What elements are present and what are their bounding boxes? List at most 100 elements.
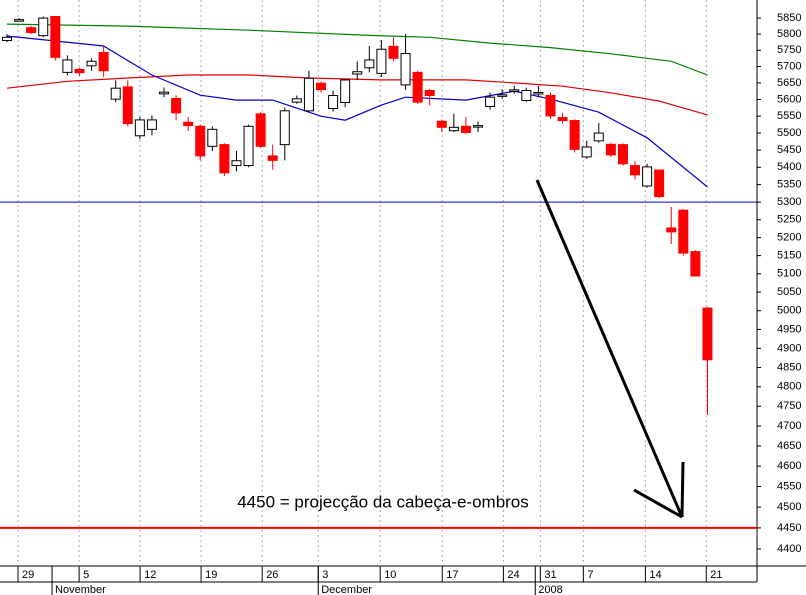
candle-body [557,117,568,122]
candle-body [195,125,206,157]
x-tick-label: 21 [710,569,722,581]
candle-body [617,144,628,165]
candle-body [267,155,278,161]
candle-body [231,160,242,167]
candle-body [50,15,61,58]
month-label: 2008 [538,584,562,595]
y-tick-label: 4500 [777,501,801,513]
grid-layer: 4400 4450 4500 4550 4600 4650 4700 4750 4800 4850… [17,0,801,595]
candle-body [159,91,170,95]
candle-body [207,128,218,147]
y-tick-label: 5700 [777,60,801,72]
y-tick-label: 5100 [777,268,801,280]
candle-body [630,165,641,176]
candle-body [352,71,363,75]
month-label: December [321,584,372,595]
y-tick-label: 5600 [777,93,801,105]
candle-body [303,77,314,112]
candle-body [122,86,133,125]
arrow-head [680,461,685,518]
candle-body [291,98,302,103]
y-tick-label: 4800 [777,381,801,393]
candle-body [436,120,447,128]
y-tick-label: 5850 [777,12,801,24]
y-tick-label: 4900 [777,342,801,354]
candle-body [328,94,339,109]
candle-body [642,166,653,187]
candle-body [678,209,689,254]
x-tick-label: 31 [544,569,556,581]
y-tick-label: 5300 [777,196,801,208]
candle-body [74,68,85,74]
moving-average [6,35,708,188]
y-tick-label: 4850 [777,361,801,373]
arrow [535,179,685,519]
candle-body [38,17,49,37]
candle-body [26,27,37,33]
x-tick-label: 10 [384,569,396,581]
x-tick-label: 12 [144,569,156,581]
candle-body [533,92,544,95]
y-tick-label: 4700 [777,420,801,432]
x-tick-label: 17 [446,569,458,581]
candle-body [146,119,157,130]
candle-body [521,90,532,101]
candle-body [593,132,604,142]
y-tick-label: 5750 [777,44,801,56]
candle-body [400,52,411,86]
y-tick-label: 4750 [777,400,801,412]
month-label: November [55,584,106,595]
candle-body [110,87,121,100]
candle-body [545,94,556,117]
candle-body [219,144,230,174]
y-tick-label: 5650 [777,77,801,89]
candle-body [509,89,520,92]
candle-body [279,110,290,146]
candle-body [376,48,387,74]
x-tick-label: 14 [649,569,661,581]
candle-body [316,82,327,91]
candle-body [497,94,508,97]
candle-body [605,143,616,156]
candle-body [412,71,423,103]
arrow-shaft [535,179,684,518]
candle-body [581,146,592,158]
moving-average [6,23,708,76]
y-tick-label: 5550 [777,110,801,122]
y-tick-label: 4600 [777,460,801,472]
candle-body [460,125,471,133]
y-tick-label: 5250 [777,214,801,226]
candle-body [424,90,435,96]
y-tick-label: 4650 [777,440,801,452]
y-tick-label: 4450 [777,522,801,534]
candle-body [666,227,677,233]
candle-body [171,97,182,114]
candle-body [14,19,25,22]
candle-body [702,307,713,361]
y-tick-label: 5150 [777,250,801,262]
candle-body [86,60,97,67]
candle-body [448,126,459,132]
candle-body [62,59,73,73]
candle-body [255,113,266,147]
candle-body [243,125,254,167]
x-tick-label: 26 [266,569,278,581]
x-tick-label: 29 [22,569,34,581]
x-tick-label: 5 [83,569,89,581]
candle-body [98,51,109,72]
annotation: 4450 = projecção da cabeça-e-ombros [237,492,529,511]
candle-body [340,79,351,103]
candle-body [654,169,665,197]
y-tick-label: 5350 [777,179,801,191]
candle-body [388,45,399,59]
y-tick-label: 4950 [777,323,801,335]
y-tick-label: 4400 [777,543,801,555]
y-tick-label: 5500 [777,127,801,139]
y-tick-label: 5400 [777,161,801,173]
moving-average [6,74,708,116]
candle-body [364,59,375,69]
candle-body [690,251,701,277]
candle-body [569,120,580,150]
y-tick-label: 5050 [777,286,801,298]
